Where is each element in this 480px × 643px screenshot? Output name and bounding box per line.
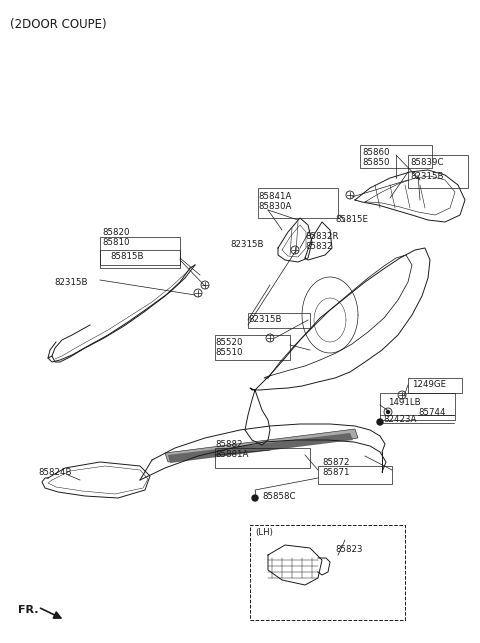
Text: (2DOOR COUPE): (2DOOR COUPE): [10, 18, 107, 31]
Bar: [248, 313, 310, 328]
Circle shape: [377, 419, 383, 425]
Text: 82315B: 82315B: [54, 278, 87, 287]
Polygon shape: [168, 433, 353, 463]
Bar: [100, 237, 180, 265]
Bar: [408, 155, 468, 188]
Text: 85824B: 85824B: [38, 468, 72, 477]
Text: 85872
85871: 85872 85871: [322, 458, 349, 477]
Text: 85882
85881A: 85882 85881A: [215, 440, 248, 459]
Circle shape: [386, 410, 389, 413]
Circle shape: [252, 495, 258, 501]
Bar: [258, 188, 338, 218]
Bar: [318, 466, 392, 484]
Text: 85841A
85830A: 85841A 85830A: [258, 192, 291, 212]
Text: 1491LB: 1491LB: [388, 398, 420, 407]
Bar: [250, 525, 405, 620]
Bar: [360, 145, 432, 168]
Text: 82315B: 82315B: [230, 240, 264, 249]
Polygon shape: [165, 429, 358, 462]
Text: 1249GE: 1249GE: [412, 380, 446, 389]
Text: 85860
85850: 85860 85850: [362, 148, 389, 167]
Text: 85858C: 85858C: [262, 492, 296, 501]
Text: 85744: 85744: [418, 408, 445, 417]
Text: 85815E: 85815E: [335, 215, 368, 224]
Text: 85823: 85823: [335, 545, 362, 554]
Text: 82423A: 82423A: [383, 415, 416, 424]
Text: 85832R
85832: 85832R 85832: [305, 232, 338, 251]
Text: FR.: FR.: [18, 605, 38, 615]
Bar: [100, 250, 180, 268]
Bar: [380, 393, 455, 420]
Text: 85520
85510: 85520 85510: [215, 338, 242, 358]
Text: 85815B: 85815B: [110, 252, 144, 261]
Text: 82315B: 82315B: [410, 172, 444, 181]
Text: 85820
85810: 85820 85810: [102, 228, 130, 248]
Text: 82315B: 82315B: [248, 315, 281, 324]
Text: (LH): (LH): [255, 528, 273, 537]
Bar: [408, 378, 462, 393]
Bar: [215, 448, 310, 468]
Bar: [215, 335, 290, 360]
Text: 85839C: 85839C: [410, 158, 444, 167]
